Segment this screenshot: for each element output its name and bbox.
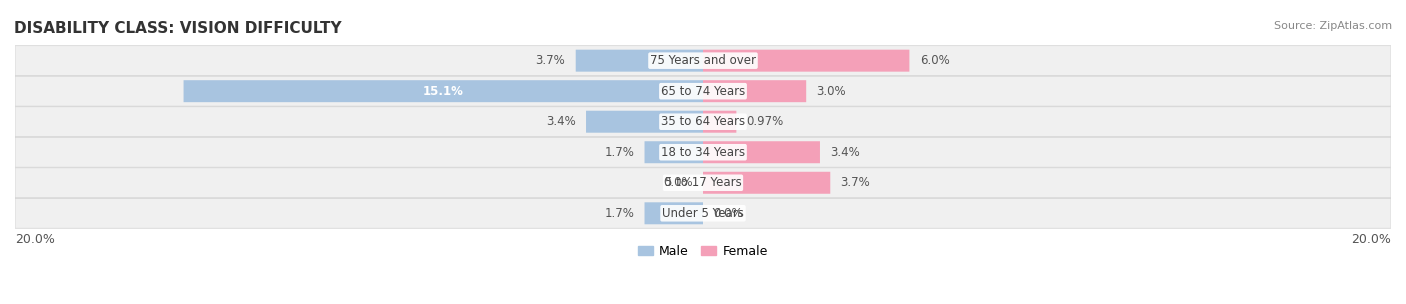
Text: 3.7%: 3.7%: [841, 176, 870, 189]
Text: 1.7%: 1.7%: [605, 146, 634, 159]
FancyBboxPatch shape: [15, 137, 1391, 167]
Text: 3.4%: 3.4%: [831, 146, 860, 159]
FancyBboxPatch shape: [703, 111, 737, 133]
FancyBboxPatch shape: [644, 202, 703, 224]
Text: 3.4%: 3.4%: [546, 115, 575, 128]
FancyBboxPatch shape: [15, 168, 1391, 198]
FancyBboxPatch shape: [575, 50, 703, 72]
Text: 20.0%: 20.0%: [15, 233, 55, 246]
Text: 35 to 64 Years: 35 to 64 Years: [661, 115, 745, 128]
Text: Under 5 Years: Under 5 Years: [662, 207, 744, 220]
Text: 65 to 74 Years: 65 to 74 Years: [661, 85, 745, 98]
Text: 0.97%: 0.97%: [747, 115, 785, 128]
Text: DISABILITY CLASS: VISION DIFFICULTY: DISABILITY CLASS: VISION DIFFICULTY: [14, 21, 342, 36]
FancyBboxPatch shape: [586, 111, 703, 133]
FancyBboxPatch shape: [703, 141, 820, 163]
Text: 3.0%: 3.0%: [817, 85, 846, 98]
FancyBboxPatch shape: [703, 80, 806, 102]
Text: 0.0%: 0.0%: [713, 207, 742, 220]
FancyBboxPatch shape: [703, 50, 910, 72]
Text: 3.7%: 3.7%: [536, 54, 565, 67]
Text: Source: ZipAtlas.com: Source: ZipAtlas.com: [1274, 21, 1392, 31]
Text: 20.0%: 20.0%: [1351, 233, 1391, 246]
FancyBboxPatch shape: [703, 172, 831, 194]
Text: 1.7%: 1.7%: [605, 207, 634, 220]
FancyBboxPatch shape: [15, 76, 1391, 106]
Text: 0.0%: 0.0%: [664, 176, 693, 189]
FancyBboxPatch shape: [184, 80, 703, 102]
Text: 6.0%: 6.0%: [920, 54, 949, 67]
FancyBboxPatch shape: [15, 107, 1391, 137]
Text: 18 to 34 Years: 18 to 34 Years: [661, 146, 745, 159]
FancyBboxPatch shape: [15, 46, 1391, 76]
Text: 15.1%: 15.1%: [423, 85, 464, 98]
FancyBboxPatch shape: [15, 198, 1391, 228]
Legend: Male, Female: Male, Female: [633, 240, 773, 263]
Text: 75 Years and over: 75 Years and over: [650, 54, 756, 67]
FancyBboxPatch shape: [644, 141, 703, 163]
Text: 5 to 17 Years: 5 to 17 Years: [665, 176, 741, 189]
